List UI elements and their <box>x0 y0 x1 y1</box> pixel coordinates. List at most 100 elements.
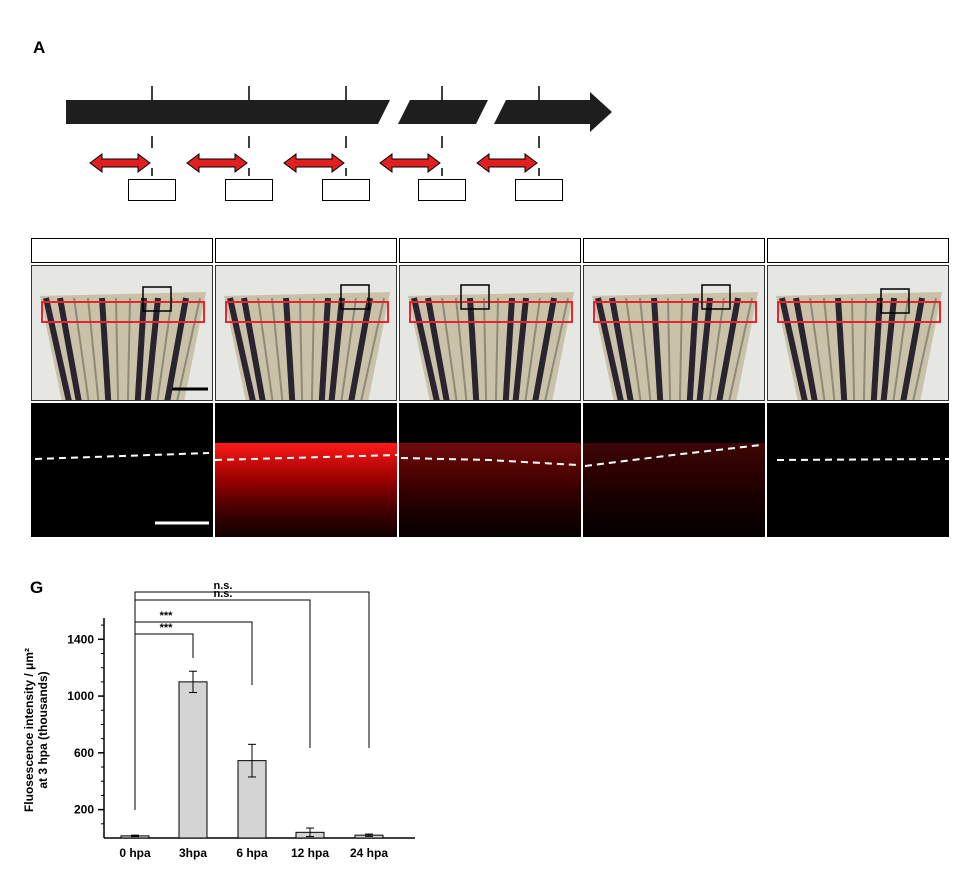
timepoint-header <box>399 238 581 263</box>
significance-label: n.s. <box>214 580 233 592</box>
roi-rectangle <box>225 301 389 323</box>
fin-ray <box>696 297 713 400</box>
fin-ray <box>455 297 468 400</box>
fin-ray <box>99 297 112 400</box>
fluorescence-image <box>215 403 397 537</box>
timepoint-header <box>31 238 213 263</box>
fluorescence-signal <box>215 443 397 537</box>
fin-ray <box>708 297 725 400</box>
roi-rectangle <box>777 301 941 323</box>
zoom-box <box>701 284 731 310</box>
bar <box>178 681 208 839</box>
fin-ray <box>512 297 529 400</box>
fin-ray <box>862 297 867 400</box>
panel-reference-box <box>515 179 563 201</box>
fin-ray <box>912 297 937 400</box>
fin-tissue <box>776 292 942 400</box>
zoom-box <box>142 286 172 312</box>
fin-ray <box>328 297 345 400</box>
timeline-bar-segment-1 <box>66 100 390 124</box>
fin-drawing <box>584 266 764 400</box>
fin-ray <box>340 297 357 400</box>
fin-drawing <box>216 266 396 400</box>
fin-ray <box>360 297 385 400</box>
y-tick-label: 1000 <box>67 689 94 703</box>
roi-rectangle <box>41 301 205 323</box>
fin-ray <box>793 297 818 400</box>
fin-ray <box>156 297 173 400</box>
fin-ray <box>595 297 624 400</box>
fin-drawing <box>400 266 580 400</box>
double-arrow <box>476 153 538 173</box>
panel-reference-box <box>128 179 176 201</box>
significance-label: n.s. <box>214 588 233 600</box>
fin-drawing <box>32 266 212 400</box>
fin-ray <box>411 297 440 400</box>
fin-drawing <box>768 266 948 400</box>
fin-ray <box>851 297 856 400</box>
panel-g-letter: G <box>30 578 44 597</box>
fin-ray <box>809 297 826 400</box>
zoom-box <box>340 284 370 310</box>
fin-ray <box>310 297 315 400</box>
fin-ray <box>779 297 808 400</box>
fin-ray <box>835 297 848 400</box>
fluorescence-drawing <box>767 443 949 537</box>
fin-ray <box>544 297 569 400</box>
timeline-arrow-head <box>494 92 612 132</box>
fin-ray <box>625 297 642 400</box>
fin-ray <box>532 297 557 400</box>
fin-ray <box>257 297 274 400</box>
fin-ray <box>483 297 488 400</box>
fin-tissue <box>592 292 758 400</box>
timeline-diagram <box>66 86 612 176</box>
fluorescence-signal <box>767 443 949 537</box>
x-tick-label: 0 hpa <box>119 846 151 860</box>
x-tick-label: 24 hpa <box>350 846 388 860</box>
zoom-box <box>460 284 490 310</box>
fin-ray <box>728 297 753 400</box>
amputation-plane-line <box>400 457 578 466</box>
fluorescence-signal <box>583 443 765 537</box>
amputation-plane-line <box>215 454 397 461</box>
bar-chart: 200 600 1000 1400 0 hpa 3hpa 6 hpa 12 hpa 24 hpa… <box>67 580 415 860</box>
double-arrow <box>379 153 441 173</box>
fin-tissue <box>40 292 206 400</box>
double-arrow <box>283 153 345 173</box>
fin-ray <box>609 297 634 400</box>
fin-ray <box>299 297 304 400</box>
fin-tissue <box>224 292 390 400</box>
fin-ray <box>241 297 266 400</box>
significance-bracket <box>134 633 194 658</box>
fluorescence-image <box>767 403 949 537</box>
fin-ray <box>494 297 499 400</box>
fin-ray <box>318 297 331 400</box>
fin-ray <box>134 297 147 400</box>
fin-ray <box>524 297 541 400</box>
panel-a-letter: A <box>33 38 46 57</box>
fluorescence-image <box>31 403 213 537</box>
fin-ray <box>651 297 664 400</box>
brightfield-photo <box>399 265 581 401</box>
y-tick-label: 1400 <box>67 632 94 646</box>
x-tick-label: 6 hpa <box>236 846 268 860</box>
fin-ray <box>716 297 741 400</box>
fluorescence-drawing <box>31 443 213 537</box>
y-tick-label: 600 <box>74 746 94 760</box>
fin-ray <box>73 297 90 400</box>
double-arrow <box>186 153 248 173</box>
roi-rectangle <box>409 301 573 323</box>
fin-ray <box>880 297 897 400</box>
y-tick-label: 200 <box>74 803 94 817</box>
fin-ray <box>227 297 256 400</box>
panel-reference-box <box>225 179 273 201</box>
timepoint-header <box>583 238 765 263</box>
fin-ray <box>87 297 100 400</box>
significance-label: *** <box>160 610 174 622</box>
amputation-plane-line <box>34 452 210 460</box>
fin-ray <box>425 297 450 400</box>
fluorescence-image <box>399 403 581 537</box>
fin-ray <box>348 297 373 400</box>
fin-ray <box>467 297 480 400</box>
fin-ray <box>502 297 515 400</box>
